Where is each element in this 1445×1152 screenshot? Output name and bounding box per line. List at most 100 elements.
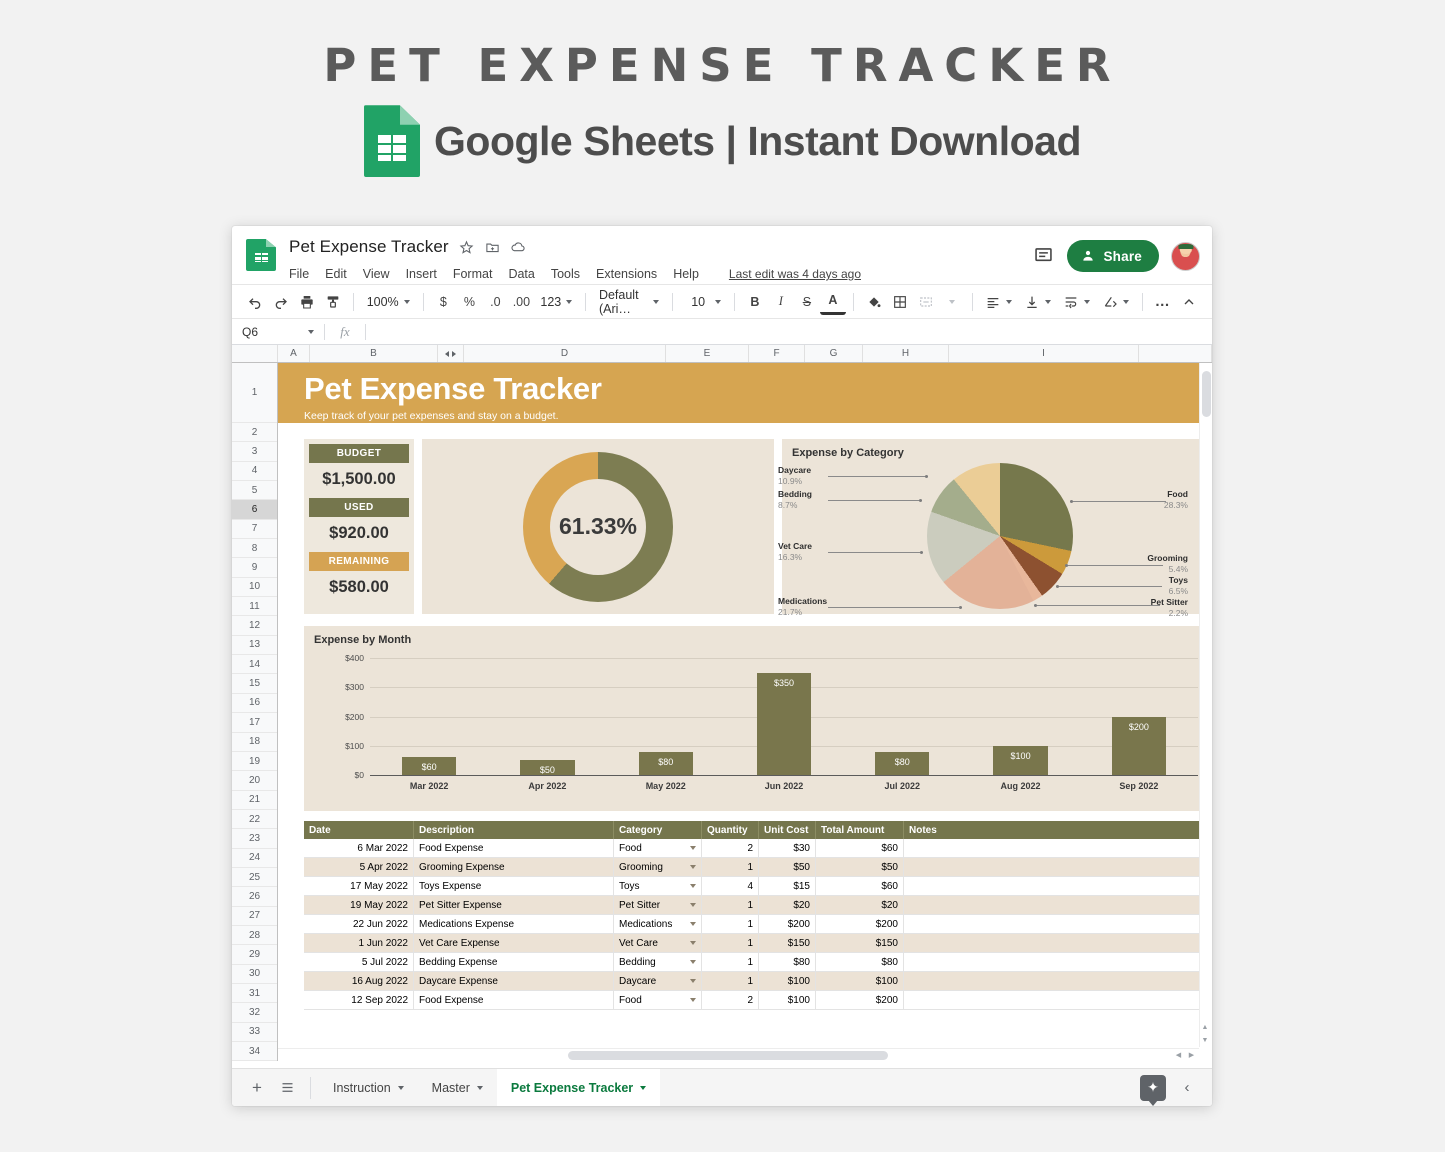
table-cell-desc[interactable]: Grooming Expense	[414, 858, 614, 876]
row-header-17[interactable]: 17	[232, 713, 277, 733]
document-title[interactable]: Pet Expense Tracker	[289, 237, 449, 256]
table-cell-qty[interactable]: 1	[702, 934, 759, 952]
column-header-h[interactable]: H	[863, 345, 949, 362]
explore-icon[interactable]: ✦	[1140, 1074, 1166, 1101]
table-cell-notes[interactable]	[904, 858, 1210, 876]
table-cell-cat[interactable]: Food	[614, 839, 702, 857]
table-cell-notes[interactable]	[904, 972, 1210, 990]
table-cell-total[interactable]: $60	[816, 877, 904, 895]
table-cell-total[interactable]: $80	[816, 953, 904, 971]
table-cell-cat[interactable]: Medications	[614, 915, 702, 933]
paint-format-icon[interactable]	[320, 289, 346, 315]
table-cell-qty[interactable]: 1	[702, 858, 759, 876]
table-cell-notes[interactable]	[904, 934, 1210, 952]
row-header-2[interactable]: 2	[232, 423, 277, 443]
row-header-1[interactable]: 1	[232, 363, 277, 423]
table-cell-qty[interactable]: 1	[702, 896, 759, 914]
bar-jun-2022[interactable]: $350	[756, 672, 812, 775]
more-options-button[interactable]: …	[1154, 293, 1172, 310]
decrease-decimal-button[interactable]: .0	[490, 294, 501, 309]
row-header-18[interactable]: 18	[232, 733, 277, 752]
row-header-19[interactable]: 19	[232, 752, 277, 772]
category-dropdown-icon[interactable]	[690, 903, 696, 907]
last-edit-status[interactable]: Last edit was 4 days ago	[728, 267, 861, 281]
table-cell-qty[interactable]: 1	[702, 915, 759, 933]
more-formats-selector[interactable]: 123	[534, 295, 578, 309]
table-row[interactable]: 6 Mar 2022 Food Expense Food 2 $30 $60	[304, 839, 1210, 858]
table-cell-qty[interactable]: 2	[702, 839, 759, 857]
column-header-e[interactable]: E	[666, 345, 749, 362]
column-header-b[interactable]: B	[310, 345, 438, 362]
all-sheets-icon[interactable]	[272, 1073, 302, 1103]
table-cell-total[interactable]: $20	[816, 896, 904, 914]
row-header-27[interactable]: 27	[232, 907, 277, 926]
row-header-14[interactable]: 14	[232, 655, 277, 675]
menu-help[interactable]: Help	[673, 267, 699, 281]
comment-icon[interactable]	[1033, 245, 1055, 267]
currency-format-button[interactable]: $	[439, 294, 447, 309]
table-cell-desc[interactable]: Bedding Expense	[414, 953, 614, 971]
table-row[interactable]: 5 Jul 2022 Bedding Expense Bedding 1 $80 $80	[304, 953, 1210, 972]
row-header-23[interactable]: 23	[232, 829, 277, 849]
bold-button[interactable]: B	[750, 294, 760, 309]
menu-view[interactable]: View	[362, 267, 390, 281]
menu-tools[interactable]: Tools	[550, 267, 581, 281]
table-cell-unit[interactable]: $80	[759, 953, 816, 971]
table-cell-qty[interactable]: 1	[702, 972, 759, 990]
table-header-unit-cost[interactable]: Unit Cost	[759, 821, 816, 839]
menu-format[interactable]: Format	[452, 267, 493, 281]
row-header-11[interactable]: 11	[232, 597, 277, 617]
category-dropdown-icon[interactable]	[690, 960, 696, 964]
increase-decimal-button[interactable]: .00	[512, 294, 531, 309]
column-header-a[interactable]: A	[278, 345, 310, 362]
kpi-value-budget[interactable]: $1,500.00	[322, 470, 396, 488]
font-size-selector[interactable]: 10	[680, 295, 727, 309]
vertical-scroll-arrows[interactable]: ▲ ▼	[1199, 1021, 1211, 1047]
undo-icon[interactable]	[242, 289, 268, 315]
row-header-5[interactable]: 5	[232, 481, 277, 501]
menu-extensions[interactable]: Extensions	[596, 267, 658, 281]
table-cell-notes[interactable]	[904, 953, 1210, 971]
menu-insert[interactable]: Insert	[405, 267, 437, 281]
row-header-16[interactable]: 16	[232, 694, 277, 714]
column-header-g[interactable]: G	[805, 345, 863, 362]
table-row[interactable]: 19 May 2022 Pet Sitter Expense Pet Sitter 1…	[304, 896, 1210, 915]
row-header-13[interactable]: 13	[232, 636, 277, 656]
table-cell-desc[interactable]: Toys Expense	[414, 877, 614, 895]
table-cell-cat[interactable]: Daycare	[614, 972, 702, 990]
row-header-31[interactable]: 31	[232, 984, 277, 1004]
category-dropdown-icon[interactable]	[690, 922, 696, 926]
table-cell-notes[interactable]	[904, 991, 1210, 1009]
collapse-toolbar-icon[interactable]	[1176, 289, 1202, 315]
expense-by-month-chart[interactable]: Expense by Month $0 $100 $200 $300 $400 $60 Ma…	[304, 626, 1210, 811]
row-header-29[interactable]: 29	[232, 945, 277, 965]
table-cell-cat[interactable]: Toys	[614, 877, 702, 895]
kpi-value-used[interactable]: $920.00	[329, 524, 389, 542]
vertical-scroll-thumb[interactable]	[1202, 371, 1211, 417]
category-dropdown-icon[interactable]	[690, 979, 696, 983]
row-header-26[interactable]: 26	[232, 887, 277, 907]
row-header-8[interactable]: 8	[232, 539, 277, 559]
bar-may-2022[interactable]: $80	[638, 751, 693, 775]
table-cell-desc[interactable]: Vet Care Expense	[414, 934, 614, 952]
table-cell-total[interactable]: $50	[816, 858, 904, 876]
table-header-total-amount[interactable]: Total Amount	[816, 821, 904, 839]
table-cell-total[interactable]: $60	[816, 839, 904, 857]
expense-by-category-chart[interactable]: Expense by Category Daycare 10.9%	[778, 439, 1210, 618]
table-cell-qty[interactable]: 4	[702, 877, 759, 895]
row-header-12[interactable]: 12	[232, 616, 277, 636]
horizontal-scroll-arrows[interactable]: ◀ ▶	[1172, 1048, 1198, 1061]
table-cell-unit[interactable]: $100	[759, 991, 816, 1009]
table-header-notes[interactable]: Notes	[904, 821, 1210, 839]
kpi-value-remaining[interactable]: $580.00	[329, 578, 389, 596]
table-cell-date[interactable]: 22 Jun 2022	[304, 915, 414, 933]
text-wrap-icon[interactable]	[1057, 294, 1096, 310]
table-header-description[interactable]: Description	[414, 821, 614, 839]
table-cell-desc[interactable]: Daycare Expense	[414, 972, 614, 990]
table-cell-notes[interactable]	[904, 839, 1210, 857]
horizontal-scrollbar[interactable]	[278, 1048, 1199, 1061]
column-header-d[interactable]: D	[464, 345, 666, 362]
table-cell-total[interactable]: $150	[816, 934, 904, 952]
row-header-20[interactable]: 20	[232, 771, 277, 791]
table-header-date[interactable]: Date	[304, 821, 414, 839]
